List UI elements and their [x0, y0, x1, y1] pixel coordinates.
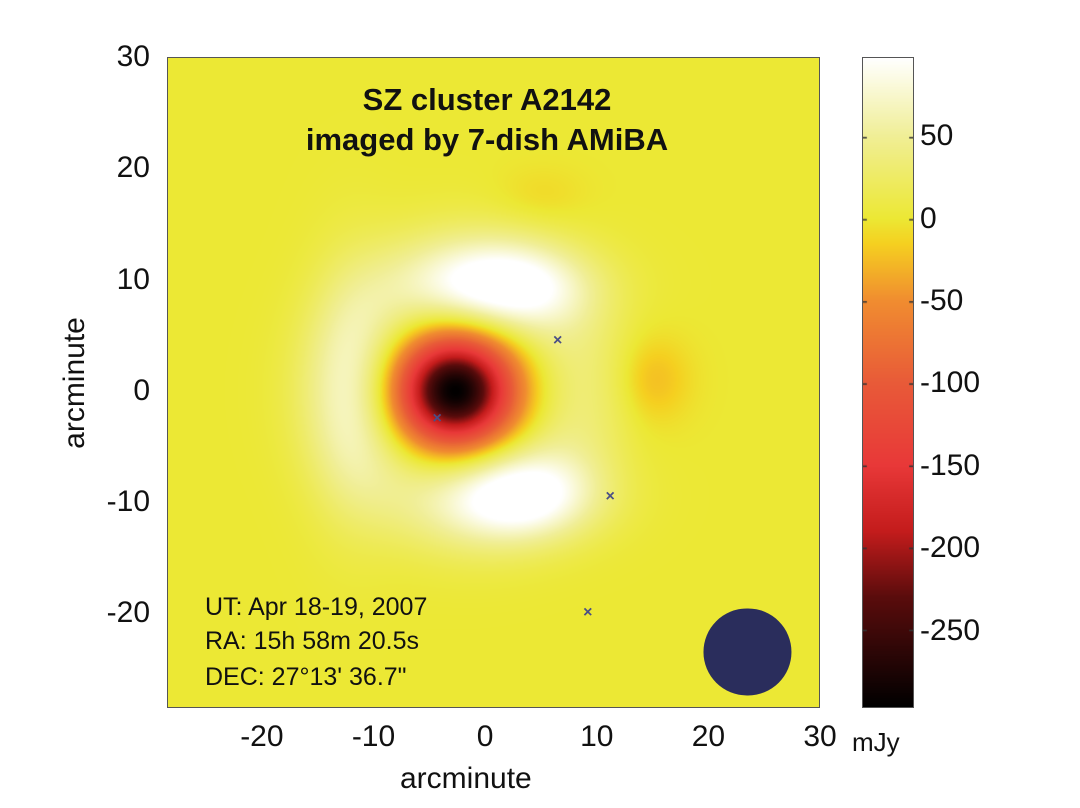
intensity-map: [167, 57, 820, 708]
x-tick-label: -20: [240, 720, 284, 753]
colorbar-tick-label: -150: [920, 448, 981, 482]
y-tick-label: 10: [116, 262, 150, 296]
beam-ellipse: [703, 608, 791, 696]
annotation-dec: DEC: 27°13' 36.7": [205, 663, 407, 691]
y-tick-label: -20: [106, 596, 150, 630]
point-source-marker: ×: [553, 331, 563, 349]
x-tick-label: 0: [476, 720, 494, 753]
point-source-marker: ×: [432, 409, 442, 427]
point-source-marker: ×: [583, 604, 593, 622]
y-tick-label: 0: [133, 373, 150, 407]
x-axis-label: arcminute: [400, 762, 532, 795]
y-tick-label: 30: [116, 40, 150, 73]
annotation-ut: UT: Apr 18-19, 2007: [205, 593, 428, 621]
colorbar-tick-label: -250: [920, 613, 981, 647]
x-tick-label: 30: [803, 720, 837, 753]
annotation-ra: RA: 15h 58m 20.5s: [205, 627, 420, 655]
colorbar-tick-label: 0: [920, 201, 937, 235]
x-tick-label: 20: [691, 720, 726, 753]
chart-title-line-2: imaged by 7-dish AMiBA: [305, 122, 669, 157]
y-tick-label: -10: [106, 485, 150, 519]
colorbar: [862, 57, 914, 708]
colorbar-tick-label: -50: [920, 283, 964, 317]
point-source-marker: ×: [605, 487, 615, 505]
colorbar-tick-label: -100: [920, 366, 981, 400]
x-tick-label: 10: [580, 720, 614, 753]
colorbar-tick-label: 50: [920, 119, 954, 153]
chart-title-line-1: SZ cluster A2142: [362, 82, 612, 117]
colorbar-unit-label: mJy: [852, 727, 900, 757]
y-tick-label: 20: [116, 151, 150, 185]
y-axis-label: arcminute: [58, 317, 91, 449]
x-tick-label: -10: [351, 720, 396, 753]
colorbar-tick-label: -200: [920, 531, 981, 565]
